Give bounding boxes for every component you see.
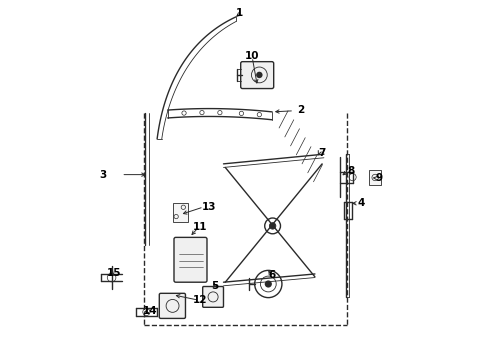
Text: 3: 3 — [100, 170, 107, 180]
Text: 7: 7 — [318, 148, 326, 158]
Text: 5: 5 — [211, 281, 218, 291]
Circle shape — [270, 223, 276, 229]
Text: 11: 11 — [193, 222, 207, 231]
Circle shape — [256, 72, 263, 78]
Text: 4: 4 — [358, 198, 365, 208]
Text: 13: 13 — [202, 202, 217, 212]
Text: 6: 6 — [268, 270, 275, 280]
Text: 9: 9 — [376, 173, 383, 183]
FancyBboxPatch shape — [172, 203, 188, 222]
FancyBboxPatch shape — [174, 237, 207, 282]
Text: 2: 2 — [297, 105, 304, 115]
FancyBboxPatch shape — [159, 293, 186, 319]
Text: 8: 8 — [347, 166, 354, 176]
Text: 15: 15 — [107, 268, 122, 278]
FancyBboxPatch shape — [369, 170, 381, 185]
Text: 1: 1 — [236, 8, 243, 18]
Circle shape — [265, 280, 272, 288]
Text: 14: 14 — [143, 306, 157, 316]
Text: 12: 12 — [193, 295, 207, 305]
FancyBboxPatch shape — [203, 287, 223, 307]
Text: 10: 10 — [245, 51, 259, 61]
FancyBboxPatch shape — [241, 62, 274, 89]
